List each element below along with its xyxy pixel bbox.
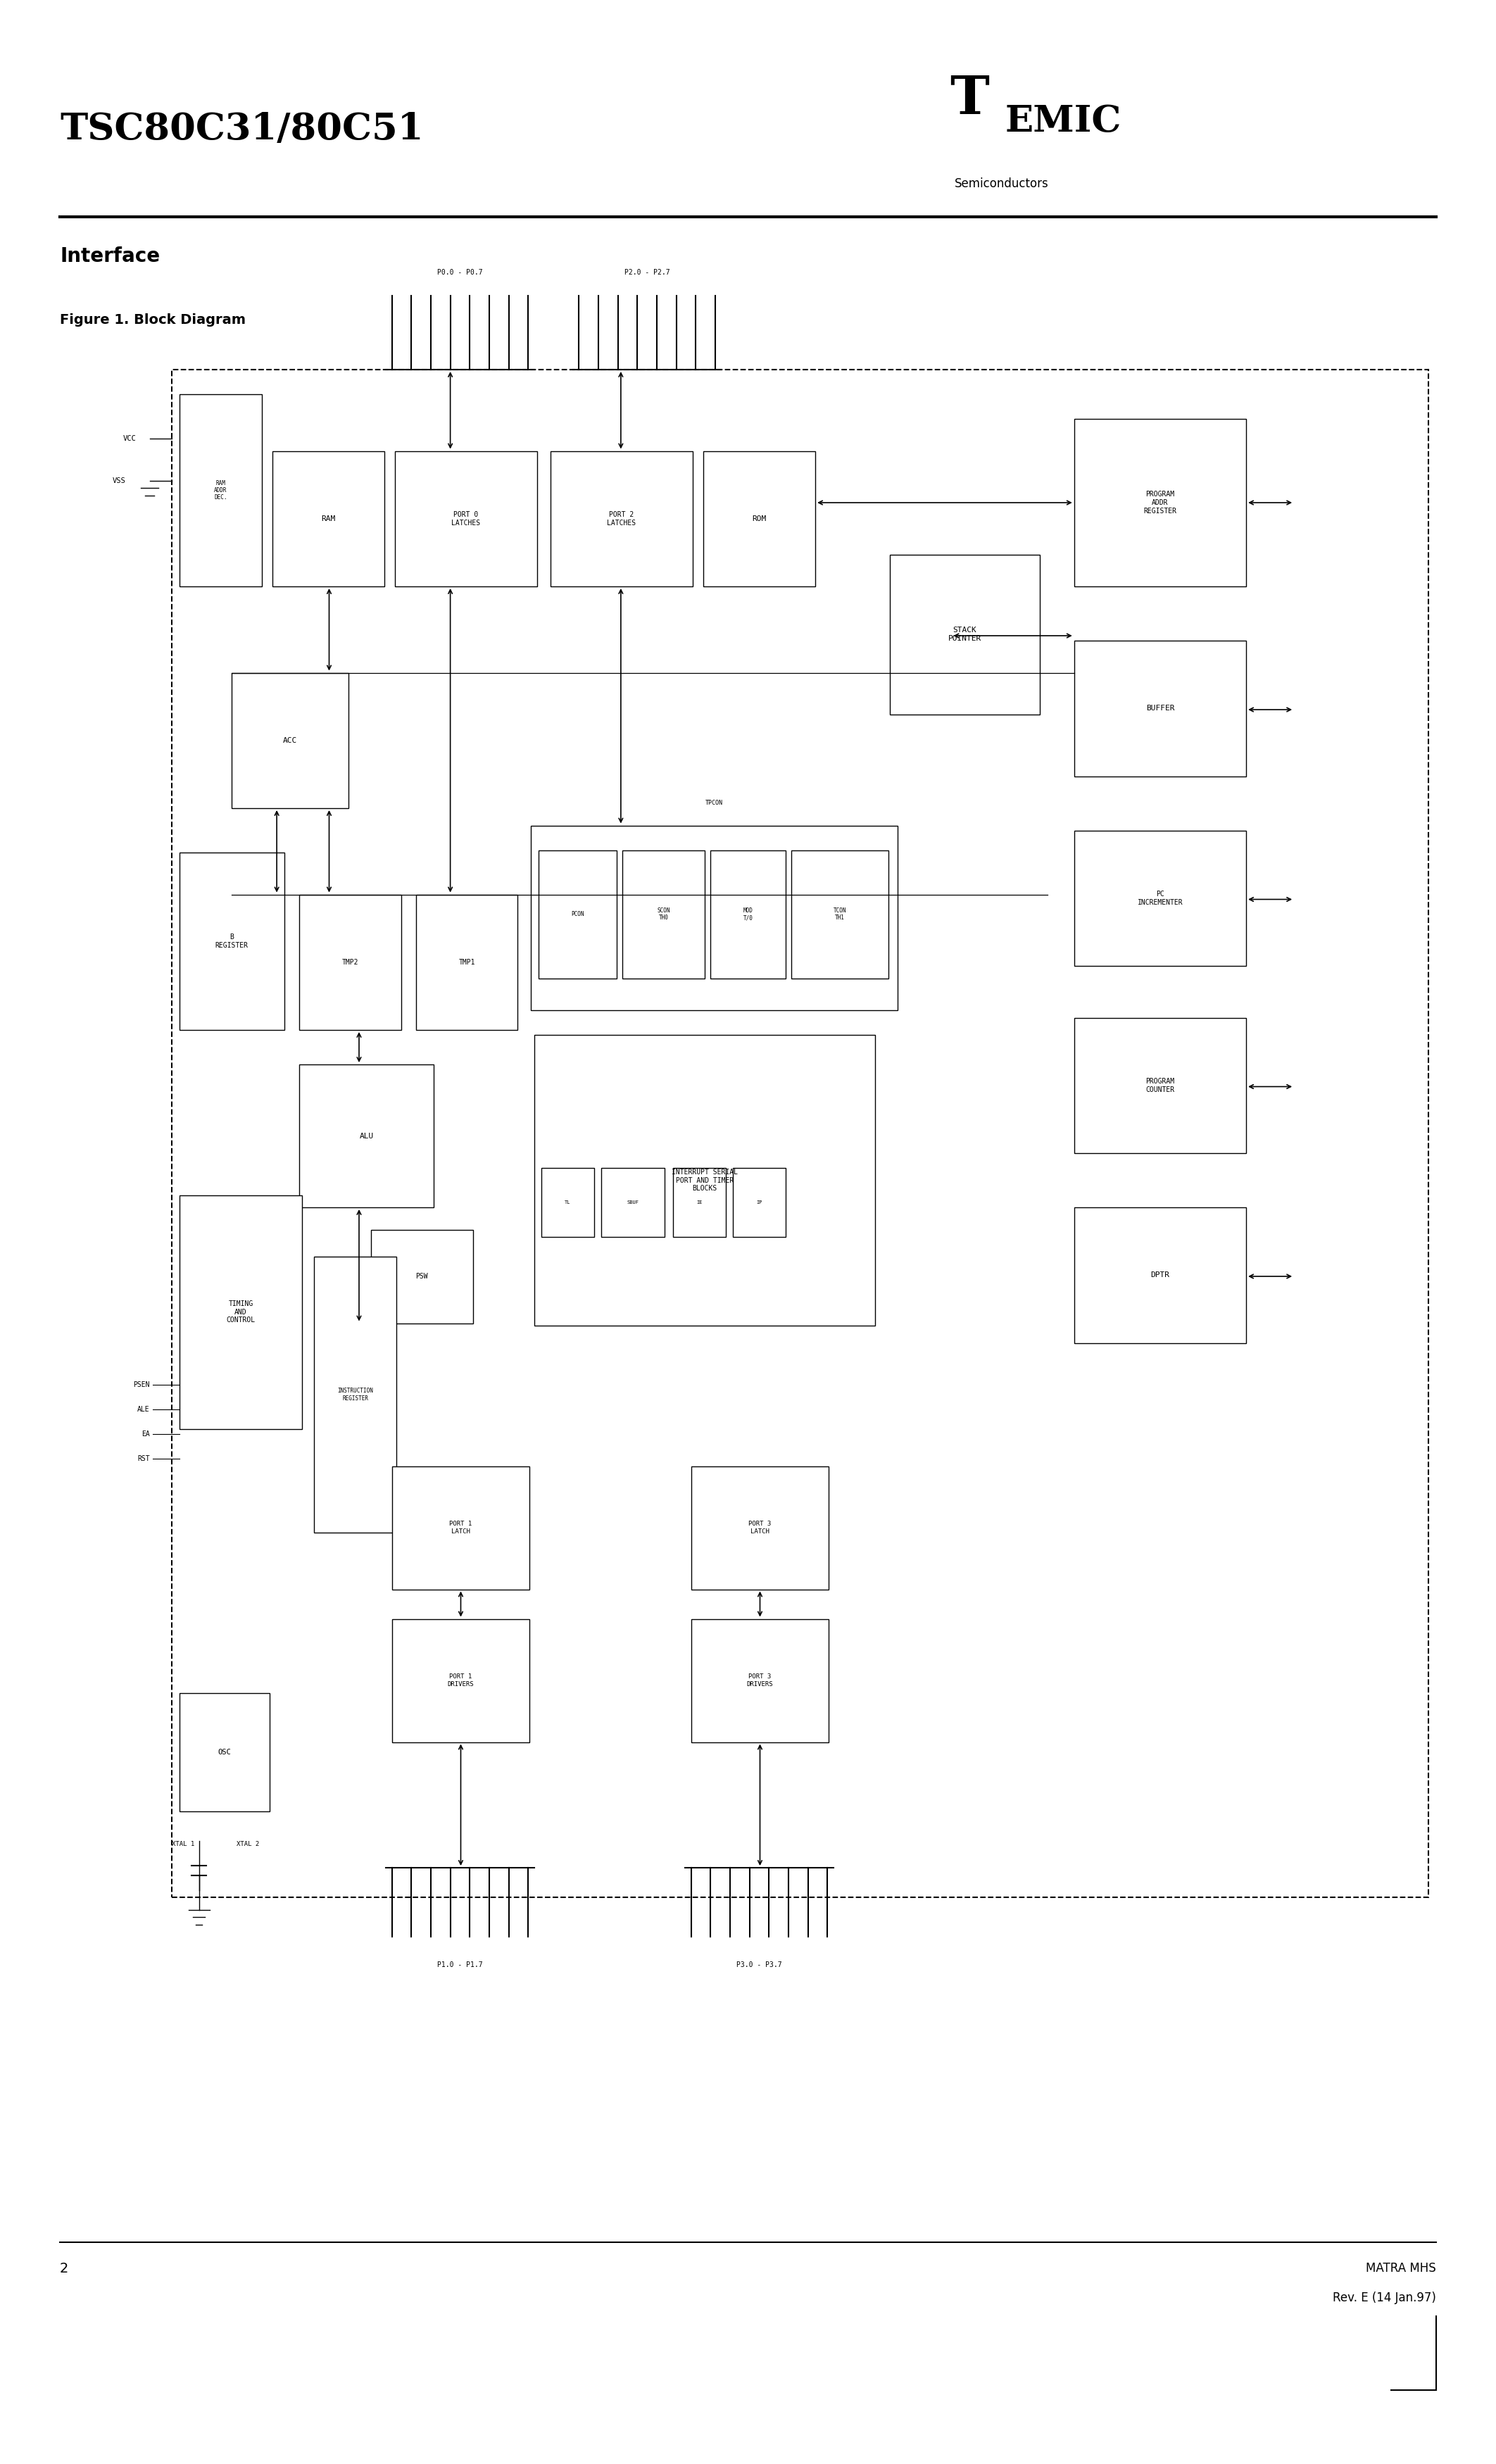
Text: BUFFER: BUFFER	[1146, 705, 1174, 712]
Text: SCON
TH0: SCON TH0	[657, 907, 670, 922]
FancyBboxPatch shape	[673, 1168, 726, 1237]
FancyBboxPatch shape	[890, 554, 1040, 715]
Text: RST: RST	[138, 1456, 150, 1461]
Text: ALU: ALU	[359, 1133, 374, 1138]
FancyBboxPatch shape	[1074, 1018, 1246, 1153]
FancyBboxPatch shape	[1074, 641, 1246, 776]
Text: PROGRAM
COUNTER: PROGRAM COUNTER	[1146, 1077, 1174, 1094]
Text: PORT 1
LATCH: PORT 1 LATCH	[449, 1520, 473, 1535]
Text: PORT 0
LATCHES: PORT 0 LATCHES	[452, 510, 480, 527]
Text: ACC: ACC	[283, 737, 298, 744]
Text: MOD
T/0: MOD T/0	[744, 907, 752, 922]
Text: IP: IP	[757, 1200, 763, 1205]
FancyBboxPatch shape	[392, 1619, 530, 1742]
Text: EA: EA	[141, 1432, 150, 1437]
FancyBboxPatch shape	[551, 451, 693, 586]
Text: ROM: ROM	[752, 515, 766, 522]
Text: PORT 2
LATCHES: PORT 2 LATCHES	[607, 510, 636, 527]
Text: INTERRUPT SERIAL
PORT AND TIMER
BLOCKS: INTERRUPT SERIAL PORT AND TIMER BLOCKS	[672, 1168, 738, 1193]
FancyBboxPatch shape	[531, 825, 898, 1010]
Text: T: T	[950, 74, 989, 126]
Text: P1.0 - P1.7: P1.0 - P1.7	[437, 1961, 483, 1969]
FancyBboxPatch shape	[691, 1466, 829, 1589]
Text: TSC80C31/80C51: TSC80C31/80C51	[60, 111, 423, 148]
FancyBboxPatch shape	[392, 1466, 530, 1589]
FancyBboxPatch shape	[711, 850, 785, 978]
Text: DPTR: DPTR	[1150, 1271, 1170, 1279]
Text: EMIC: EMIC	[1005, 103, 1122, 140]
FancyBboxPatch shape	[416, 894, 518, 1030]
FancyBboxPatch shape	[1074, 419, 1246, 586]
Text: P0.0 - P0.7: P0.0 - P0.7	[437, 269, 483, 276]
Text: PORT 1
DRIVERS: PORT 1 DRIVERS	[447, 1673, 474, 1688]
Text: VSS: VSS	[112, 478, 126, 483]
Text: TIMING
AND
CONTROL: TIMING AND CONTROL	[226, 1301, 256, 1323]
Text: PCON: PCON	[571, 912, 583, 917]
FancyBboxPatch shape	[733, 1168, 785, 1237]
Text: TPCON: TPCON	[706, 798, 723, 806]
FancyBboxPatch shape	[272, 451, 384, 586]
Text: RAM: RAM	[322, 515, 335, 522]
FancyBboxPatch shape	[299, 894, 401, 1030]
Text: TL: TL	[565, 1200, 571, 1205]
FancyBboxPatch shape	[539, 850, 616, 978]
Text: PC
INCREMENTER: PC INCREMENTER	[1137, 890, 1183, 907]
Text: Figure 1. Block Diagram: Figure 1. Block Diagram	[60, 313, 245, 325]
Text: ALE: ALE	[138, 1407, 150, 1412]
Text: Semiconductors: Semiconductors	[954, 177, 1049, 190]
FancyBboxPatch shape	[601, 1168, 664, 1237]
FancyBboxPatch shape	[232, 673, 349, 808]
Text: 2: 2	[60, 2262, 69, 2274]
FancyBboxPatch shape	[703, 451, 815, 586]
FancyBboxPatch shape	[534, 1035, 875, 1326]
Text: Interface: Interface	[60, 246, 160, 266]
Text: P2.0 - P2.7: P2.0 - P2.7	[624, 269, 670, 276]
FancyBboxPatch shape	[180, 853, 284, 1030]
Text: PROGRAM
ADDR
REGISTER: PROGRAM ADDR REGISTER	[1143, 490, 1177, 515]
Text: B
REGISTER: B REGISTER	[215, 934, 248, 949]
Text: IE: IE	[697, 1200, 703, 1205]
FancyBboxPatch shape	[395, 451, 537, 586]
Text: SBUF: SBUF	[627, 1200, 639, 1205]
FancyBboxPatch shape	[1074, 1207, 1246, 1343]
Text: STACK
POINTER: STACK POINTER	[948, 626, 981, 643]
Text: PSEN: PSEN	[133, 1382, 150, 1387]
FancyBboxPatch shape	[180, 394, 262, 586]
Text: XTAL 2: XTAL 2	[236, 1841, 259, 1848]
FancyBboxPatch shape	[299, 1064, 434, 1207]
Text: P3.0 - P3.7: P3.0 - P3.7	[736, 1961, 782, 1969]
Text: PORT 3
DRIVERS: PORT 3 DRIVERS	[747, 1673, 773, 1688]
Text: PSW: PSW	[416, 1274, 428, 1279]
FancyBboxPatch shape	[691, 1619, 829, 1742]
FancyBboxPatch shape	[371, 1230, 473, 1323]
FancyBboxPatch shape	[1074, 830, 1246, 966]
Text: XTAL 1: XTAL 1	[172, 1841, 194, 1848]
Text: INSTRUCTION
REGISTER: INSTRUCTION REGISTER	[338, 1387, 373, 1402]
Text: PORT 3
LATCH: PORT 3 LATCH	[748, 1520, 772, 1535]
FancyBboxPatch shape	[180, 1195, 302, 1429]
FancyBboxPatch shape	[622, 850, 705, 978]
Text: TMP2: TMP2	[341, 958, 359, 966]
Text: VCC: VCC	[123, 436, 136, 441]
FancyBboxPatch shape	[180, 1693, 269, 1811]
Text: TCON
TH1: TCON TH1	[833, 907, 847, 922]
Text: TMP1: TMP1	[458, 958, 476, 966]
FancyBboxPatch shape	[542, 1168, 594, 1237]
FancyBboxPatch shape	[791, 850, 889, 978]
FancyBboxPatch shape	[314, 1257, 396, 1533]
Text: MATRA MHS: MATRA MHS	[1366, 2262, 1436, 2274]
Text: Rev. E (14 Jan.97): Rev. E (14 Jan.97)	[1333, 2292, 1436, 2304]
Text: RAM
ADDR
DEC.: RAM ADDR DEC.	[214, 480, 227, 500]
Text: OSC: OSC	[218, 1749, 230, 1754]
